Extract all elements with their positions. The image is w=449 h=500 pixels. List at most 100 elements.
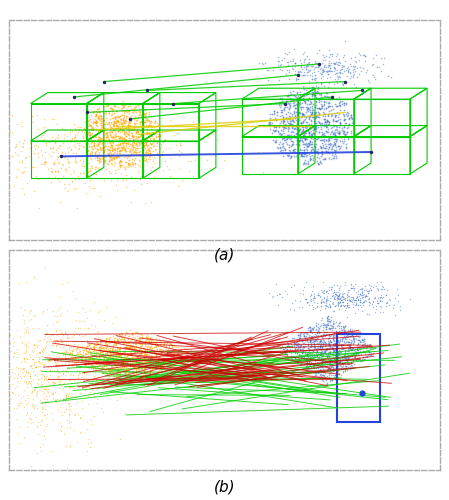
- Point: [312, 322, 319, 330]
- Point: [324, 334, 331, 342]
- Point: [344, 338, 351, 346]
- Point: [271, 108, 278, 116]
- Point: [0, 127, 1, 135]
- Point: [14, 391, 22, 399]
- Point: [58, 348, 66, 356]
- Point: [348, 113, 355, 121]
- Point: [65, 412, 72, 420]
- Point: [70, 350, 78, 358]
- Point: [91, 364, 98, 372]
- Point: [99, 363, 106, 371]
- Point: [142, 346, 149, 354]
- Point: [57, 356, 64, 364]
- Point: [162, 144, 169, 152]
- Point: [299, 348, 306, 356]
- Point: [39, 371, 46, 379]
- Point: [92, 118, 99, 126]
- Point: [274, 302, 282, 310]
- Point: [325, 321, 332, 329]
- Point: [305, 349, 313, 357]
- Point: [136, 120, 143, 128]
- Point: [165, 343, 172, 351]
- Point: [108, 124, 115, 132]
- Point: [112, 146, 119, 154]
- Point: [305, 104, 312, 112]
- Point: [323, 52, 330, 60]
- Point: [339, 110, 346, 118]
- Point: [112, 352, 119, 360]
- Point: [43, 333, 50, 341]
- Point: [361, 355, 369, 363]
- Point: [26, 353, 33, 361]
- Point: [85, 382, 92, 390]
- Point: [149, 337, 156, 345]
- Point: [116, 125, 123, 133]
- Point: [178, 352, 185, 360]
- Point: [325, 148, 332, 156]
- Point: [96, 154, 103, 162]
- Point: [153, 149, 160, 157]
- Point: [136, 361, 143, 369]
- Point: [310, 125, 317, 133]
- Point: [126, 152, 133, 160]
- Point: [351, 350, 358, 358]
- Point: [65, 398, 72, 406]
- Point: [309, 336, 317, 344]
- Point: [108, 133, 115, 141]
- Point: [295, 112, 302, 120]
- Point: [83, 108, 90, 116]
- Point: [112, 180, 119, 188]
- Point: [140, 143, 147, 151]
- Point: [86, 355, 93, 363]
- Point: [313, 88, 320, 96]
- Point: [105, 352, 112, 360]
- Point: [12, 384, 19, 392]
- Point: [295, 340, 302, 348]
- Point: [86, 114, 93, 122]
- Point: [314, 360, 321, 368]
- Point: [137, 130, 144, 138]
- Point: [119, 144, 126, 152]
- Point: [299, 84, 306, 92]
- Point: [110, 161, 117, 169]
- Point: [326, 302, 334, 310]
- Point: [125, 107, 132, 115]
- Point: [305, 298, 312, 306]
- Point: [89, 144, 96, 152]
- Point: [62, 330, 69, 338]
- Point: [325, 371, 332, 379]
- Point: [341, 359, 348, 367]
- Point: [31, 386, 38, 394]
- Point: [305, 96, 312, 104]
- Point: [88, 349, 95, 357]
- Point: [326, 332, 334, 340]
- Point: [350, 350, 357, 358]
- Point: [76, 355, 83, 363]
- Point: [131, 126, 138, 134]
- Point: [336, 344, 343, 352]
- Point: [106, 358, 113, 366]
- Point: [93, 136, 101, 144]
- Point: [62, 442, 69, 450]
- Point: [122, 116, 129, 124]
- Point: [312, 110, 319, 118]
- Point: [131, 146, 138, 154]
- Point: [67, 418, 75, 426]
- Point: [308, 288, 315, 296]
- Point: [177, 358, 184, 366]
- Point: [326, 100, 333, 108]
- Point: [103, 368, 110, 376]
- Point: [340, 338, 347, 345]
- Point: [23, 178, 31, 186]
- Point: [297, 334, 304, 342]
- Point: [298, 110, 305, 118]
- Point: [352, 298, 360, 306]
- Point: [275, 127, 282, 135]
- Point: [304, 352, 311, 360]
- Point: [113, 347, 120, 355]
- Point: [141, 355, 148, 363]
- Point: [334, 351, 341, 359]
- Point: [102, 338, 110, 345]
- Point: [128, 332, 135, 340]
- Point: [308, 106, 316, 114]
